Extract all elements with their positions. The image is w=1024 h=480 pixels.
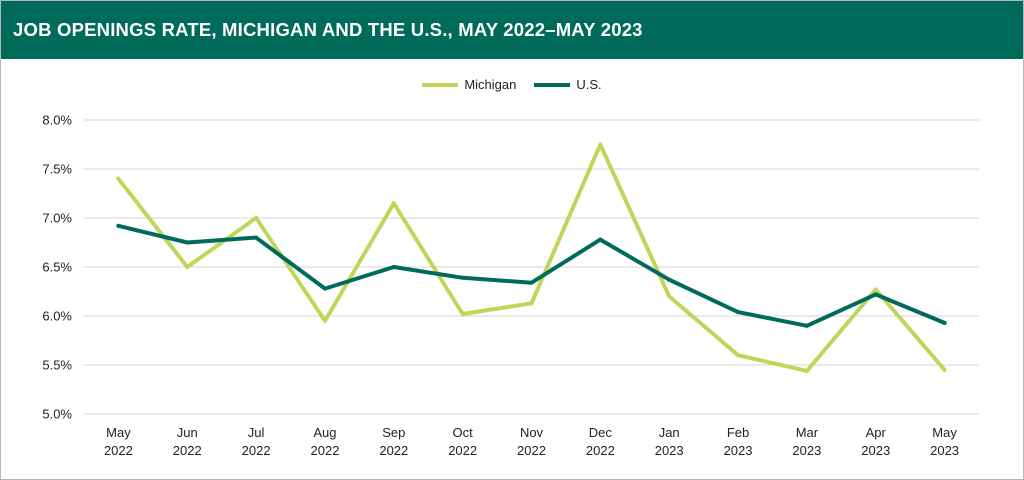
data-point-us (185, 240, 190, 245)
title-bar: JOB OPENINGS RATE, MICHIGAN AND THE U.S.… (1, 1, 1023, 59)
y-tick-label: 6.5% (42, 260, 72, 275)
data-point-us (322, 286, 327, 291)
y-tick-label: 8.0% (42, 113, 72, 128)
y-tick-label: 5.5% (42, 358, 72, 373)
legend-swatch-michigan (422, 82, 459, 87)
data-point-michigan (598, 142, 603, 147)
data-point-michigan (322, 318, 327, 323)
legend-label-michigan: Michigan (464, 77, 517, 92)
x-tick-label-year: 2022 (448, 443, 477, 458)
legend: Michigan U.S. (1, 77, 1023, 92)
legend-item-michigan: Michigan (422, 77, 516, 92)
data-point-michigan (116, 176, 121, 181)
data-point-michigan (736, 353, 741, 358)
data-point-michigan (804, 368, 809, 373)
data-point-michigan (873, 287, 878, 292)
data-point-us (254, 235, 259, 240)
x-tick-label-month: Oct (453, 425, 474, 440)
x-tick-label-year: 2022 (242, 443, 271, 458)
data-point-michigan (667, 294, 672, 299)
data-point-us (529, 280, 534, 285)
legend-swatch-us (534, 82, 571, 87)
x-tick-label-month: Apr (866, 425, 887, 440)
x-tick-label-year: 2023 (930, 443, 959, 458)
y-tick-label: 7.0% (42, 211, 72, 226)
x-tick-label-month: Jan (659, 425, 680, 440)
x-tick-label-month: Nov (520, 425, 544, 440)
data-point-us (667, 277, 672, 282)
y-tick-label: 6.0% (42, 309, 72, 324)
data-point-us (460, 275, 465, 280)
data-point-michigan (529, 301, 534, 306)
x-tick-label-month: Dec (589, 425, 613, 440)
chart-title: JOB OPENINGS RATE, MICHIGAN AND THE U.S.… (13, 19, 643, 40)
data-point-us (804, 323, 809, 328)
x-tick-label-month: Jul (248, 425, 265, 440)
legend-item-us: U.S. (534, 77, 602, 92)
x-tick-label-year: 2022 (586, 443, 615, 458)
series-line-us (116, 223, 947, 328)
data-point-us (598, 237, 603, 242)
x-tick-label-year: 2023 (655, 443, 684, 458)
x-tick-label-year: 2022 (104, 443, 133, 458)
x-tick-label-month: Feb (727, 425, 749, 440)
x-tick-label-month: Mar (796, 425, 819, 440)
series-lines (116, 142, 947, 373)
x-tick-label-year: 2022 (311, 443, 340, 458)
y-tick-label: 5.0% (42, 407, 72, 422)
x-tick-label-month: Sep (382, 425, 405, 440)
data-point-michigan (942, 367, 947, 372)
x-tick-label-year: 2022 (517, 443, 546, 458)
data-point-us (942, 320, 947, 325)
x-tick-label-month: May (106, 425, 131, 440)
data-point-michigan (391, 201, 396, 206)
x-tick-label-year: 2022 (173, 443, 202, 458)
data-point-us (736, 310, 741, 315)
x-tick-label-year: 2022 (379, 443, 408, 458)
data-point-michigan (254, 216, 259, 220)
gridlines (84, 119, 979, 415)
series-line-michigan (116, 142, 947, 373)
x-tick-label-month: Jun (177, 425, 198, 440)
x-tick-label-year: 2023 (792, 443, 821, 458)
data-point-us (873, 292, 878, 297)
data-point-michigan (460, 312, 465, 317)
data-point-us (391, 265, 396, 269)
y-tick-label: 7.5% (42, 162, 72, 177)
x-tick-label-year: 2023 (724, 443, 753, 458)
legend-label-us: U.S. (576, 77, 602, 92)
x-tick-label-month: May (932, 425, 957, 440)
x-tick-label-year: 2023 (861, 443, 890, 458)
x-axis: May 2022 Jun 2022 Jul 2022 Aug 2022 Sep 2022 Oct 20… (104, 425, 959, 458)
data-point-us (116, 223, 121, 228)
x-tick-label-month: Aug (313, 425, 336, 440)
y-axis: 5.0% 5.5% 6.0% 6.5% 7.0% 7.5% 8.0% (42, 113, 72, 422)
data-point-michigan (185, 265, 190, 269)
